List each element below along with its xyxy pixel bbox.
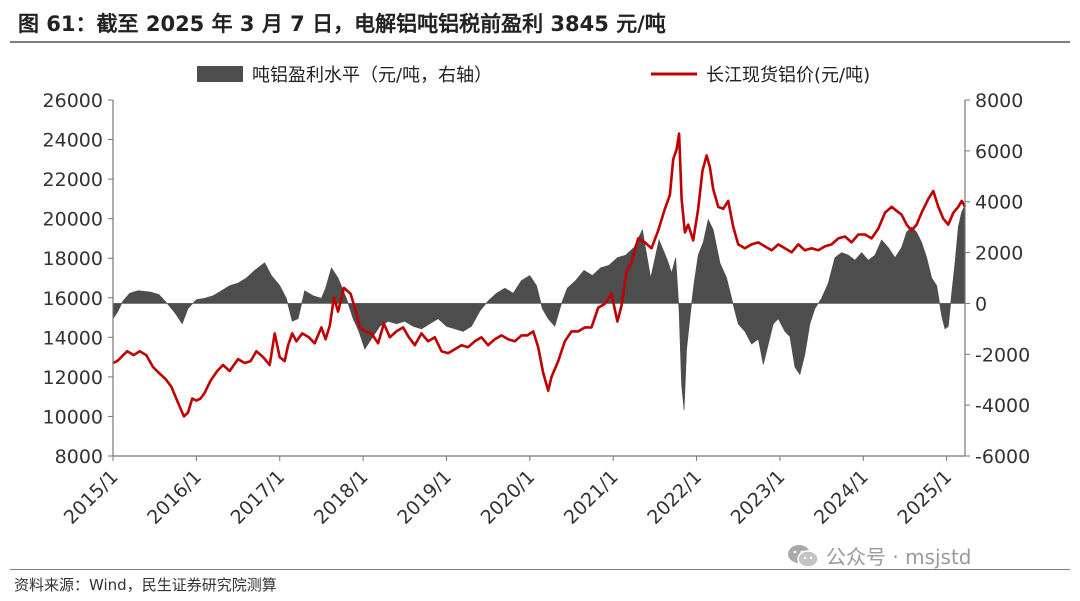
footer-divider (10, 569, 1070, 570)
x-tick-label: 2019/1 (393, 466, 456, 529)
right-tick-label: 8000 (975, 90, 1023, 112)
series-price-line (112, 132, 967, 418)
x-tick-label: 2023/1 (727, 466, 790, 529)
legend: 吨铝盈利水平（元/吨，右轴） 长江现货铝价(元/吨) (197, 65, 870, 86)
right-tick-label: -6000 (975, 446, 1030, 468)
x-tick-label: 2017/1 (226, 466, 289, 529)
left-tick-label: 24000 (43, 130, 103, 152)
source-note: 资料来源：Wind，民生证券研究院测算 (14, 576, 277, 594)
series-profit-area (112, 205, 966, 411)
x-tick-label: 2025/1 (893, 466, 956, 529)
x-tick-label: 2021/1 (560, 466, 623, 529)
legend-label-price: 长江现货铝价(元/吨) (706, 65, 870, 86)
x-tick-label: 2020/1 (477, 466, 540, 529)
x-tick-label: 2024/1 (810, 466, 873, 529)
chart-title: 图 61：截至 2025 年 3 月 7 日，电解铝吨铝税前盈利 3845 元/… (18, 12, 666, 36)
left-tick-label: 26000 (43, 90, 103, 112)
right-tick-label: -2000 (975, 344, 1030, 366)
chart: 吨铝盈利水平（元/吨，右轴） 长江现货铝价(元/吨) 8000 10000 12000… (43, 65, 1031, 529)
legend-swatch-profit (197, 66, 243, 82)
right-tick-label: -4000 (975, 395, 1030, 417)
legend-label-profit: 吨铝盈利水平（元/吨，右轴） (252, 65, 492, 86)
x-tick-label: 2016/1 (143, 466, 206, 529)
left-tick-label: 14000 (43, 327, 103, 349)
right-tick-label: 4000 (975, 192, 1023, 214)
profit-area-layer (112, 205, 966, 411)
left-tick-label: 12000 (43, 367, 103, 389)
left-tick-label: 16000 (43, 288, 103, 310)
right-tick-label: 2000 (975, 243, 1023, 265)
wechat-icon (788, 544, 819, 568)
left-tick-label: 22000 (43, 169, 103, 191)
x-tick-label: 2015/1 (60, 466, 123, 529)
left-tick-label: 20000 (43, 209, 103, 231)
watermark-text: 公众号 · msjstd (826, 545, 972, 569)
right-tick-label: 0 (975, 293, 987, 315)
x-tick-label: 2022/1 (643, 466, 706, 529)
price-line-layer (112, 132, 967, 418)
left-tick-label: 18000 (43, 248, 103, 270)
x-tick-label: 2018/1 (310, 466, 373, 529)
title-divider (10, 41, 1070, 43)
right-tick-label: 6000 (975, 141, 1023, 163)
axes: 8000100001200014000160001800020000220002… (43, 90, 1031, 529)
left-tick-label: 10000 (43, 406, 103, 428)
watermark: 公众号 · msjstd (786, 541, 972, 570)
left-tick-label: 8000 (55, 446, 103, 468)
